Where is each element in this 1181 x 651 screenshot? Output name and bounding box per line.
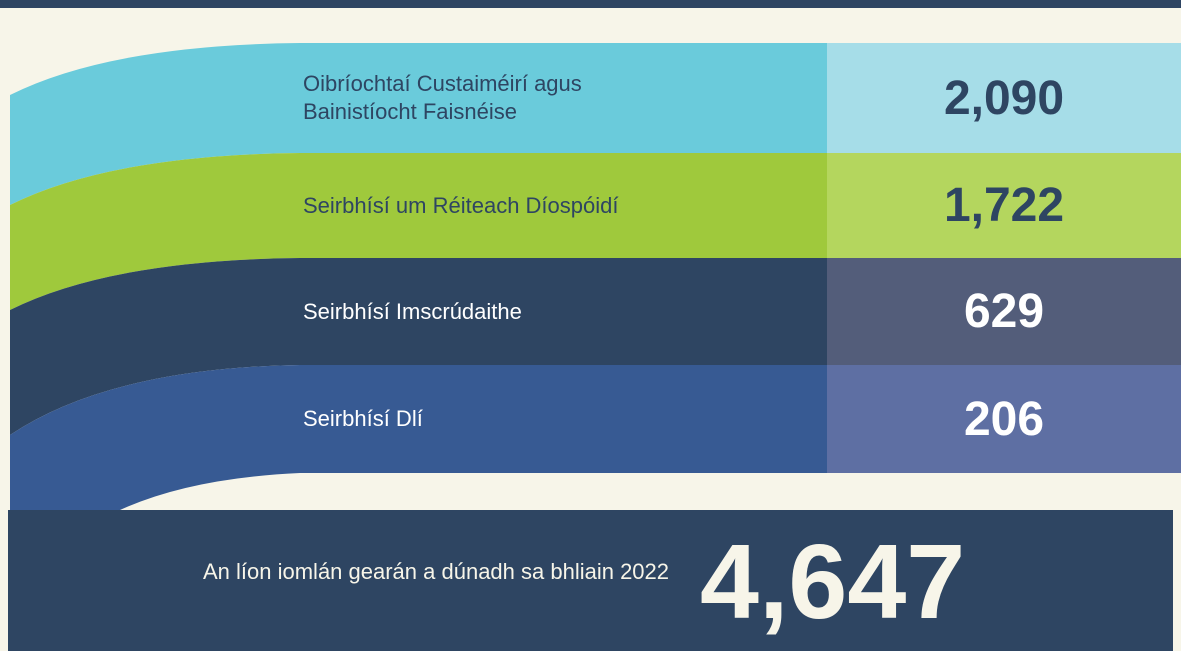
row-value: 206 xyxy=(963,392,1045,446)
value-box-3 xyxy=(827,258,1181,365)
row-label: Seirbhísí um Réiteach Díospóidí xyxy=(303,192,619,218)
total-value: 4,647 xyxy=(700,523,966,641)
value-box-1 xyxy=(827,43,1181,153)
row-value: 629 xyxy=(963,285,1045,338)
row-label: Seirbhísí Dlí xyxy=(303,406,423,431)
band-1 xyxy=(10,43,827,205)
total-label: An líon iomlán gearán a dúnadh sa bhliai… xyxy=(203,559,670,584)
value-box-4 xyxy=(827,365,1181,473)
band-2 xyxy=(10,153,827,310)
value-box-2 xyxy=(827,153,1181,258)
total-panel xyxy=(8,510,1173,651)
band-3 xyxy=(10,258,827,435)
top-bar xyxy=(0,0,1181,8)
row-label: Oibríochtaí Custaiméirí agus Bainistíoch… xyxy=(303,71,582,124)
row-value: 1,722 xyxy=(943,179,1065,232)
row-value: 2,090 xyxy=(943,71,1065,125)
band-4 xyxy=(10,365,827,510)
row-label: Seirbhísí Imscrúdaithe xyxy=(303,298,522,324)
